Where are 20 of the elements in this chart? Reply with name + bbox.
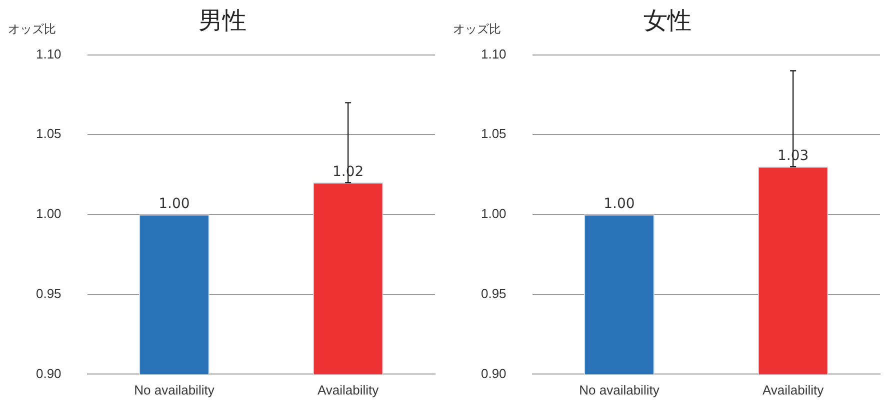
- y-tick-label: 1.05: [36, 126, 62, 142]
- y-tick-label: 1.10: [480, 46, 506, 62]
- y-tick-label: 0.95: [36, 286, 62, 301]
- data-label: 1.00: [604, 196, 635, 212]
- x-tick-label: No availability: [579, 382, 660, 398]
- y-tick-label: 1.10: [36, 46, 62, 62]
- y-axis-title: オッズ比: [8, 22, 56, 36]
- y-tick-label: 1.00: [36, 206, 62, 222]
- data-label: 1.00: [158, 196, 190, 212]
- x-tick-label: No availability: [134, 382, 215, 398]
- chart-title: 女性: [644, 6, 692, 35]
- x-tick-label: Availability: [317, 382, 380, 398]
- y-tick-label: 1.05: [480, 126, 506, 142]
- y-tick-label: 1.00: [480, 206, 506, 222]
- x-tick-label: Availability: [762, 382, 824, 398]
- y-tick-label: 0.95: [480, 286, 506, 301]
- y-tick-label: 0.90: [480, 366, 506, 381]
- y-tick-label: 0.90: [36, 366, 62, 381]
- chart-title: 男性: [198, 6, 246, 35]
- y-axis-title: オッズ比: [453, 22, 501, 36]
